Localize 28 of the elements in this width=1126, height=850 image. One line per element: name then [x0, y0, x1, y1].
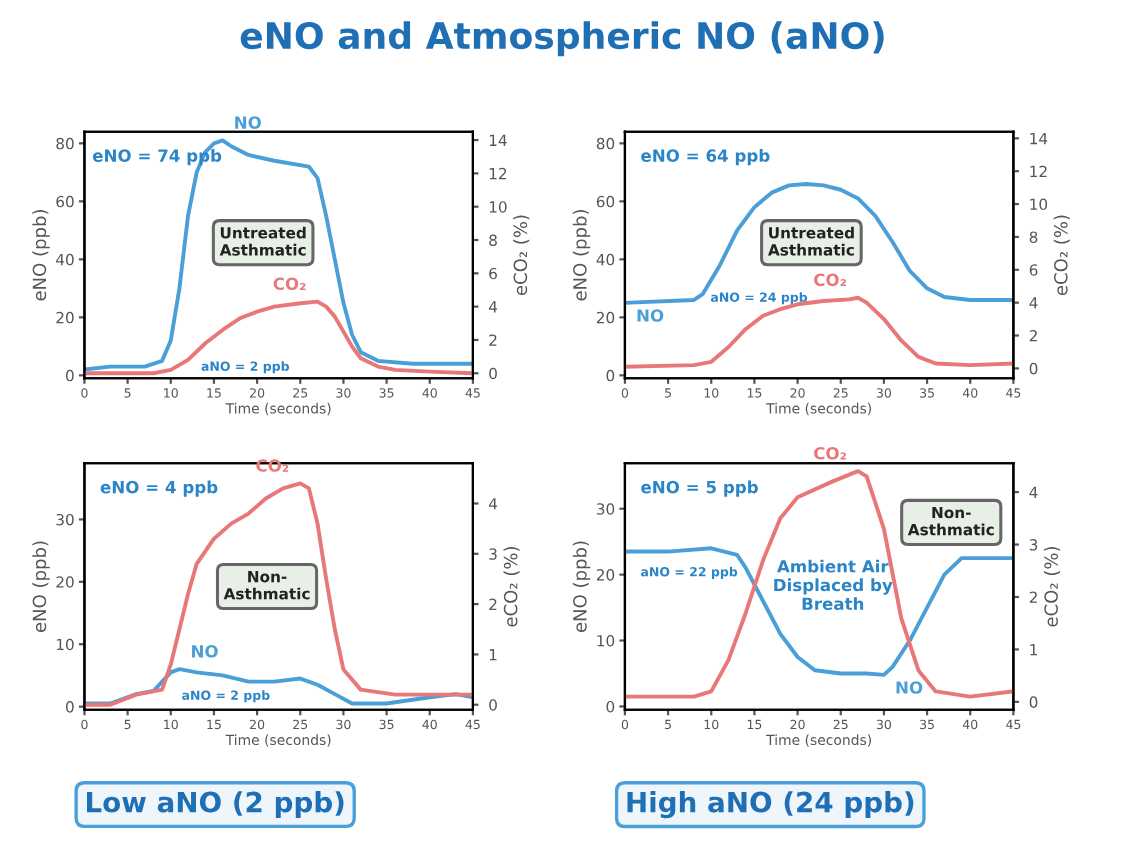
text: Low aNO (2 ppb) — [87, 791, 344, 818]
line-series — [624, 546, 1014, 677]
series-label: NO — [192, 645, 218, 658]
series-label: NO — [896, 681, 923, 694]
line-series — [84, 138, 473, 372]
text: eNO and Atmospheric NO (aNO) — [240, 21, 884, 57]
line-series — [624, 295, 1014, 369]
y2-axis-title: eCO₂ (%) — [1053, 215, 1070, 296]
line-series — [624, 182, 1014, 305]
series-label: NO — [637, 309, 664, 322]
y-axis-title: eNO (ppb) — [32, 541, 50, 633]
series-label: CO₂ — [814, 446, 846, 460]
annotation: eNO = 5 ppb — [641, 480, 758, 497]
y-axis-title: eNO (ppb) — [572, 541, 591, 633]
series-label: CO₂ — [273, 277, 306, 291]
text: High aNO (24 ppb) — [627, 791, 914, 819]
annotation: eNO = 64 ppb — [641, 149, 770, 166]
y2-axis-title: eCO₂ (%) — [513, 215, 530, 296]
series-label: CO₂ — [814, 273, 846, 287]
y-axis-title: eNO (ppb) — [32, 210, 50, 301]
y2-axis-title: eCO₂ (%) — [1043, 546, 1061, 627]
y2-axis-title: eCO₂ (%) — [503, 546, 520, 627]
line-series — [624, 469, 1014, 699]
annotation: Ambient Air Displaced by Breath — [774, 559, 893, 611]
line-series — [84, 667, 473, 706]
series-label: NO — [235, 116, 261, 129]
annotation: eNO = 4 ppb — [100, 480, 218, 497]
y-axis-title: eNO (ppb) — [572, 210, 591, 301]
